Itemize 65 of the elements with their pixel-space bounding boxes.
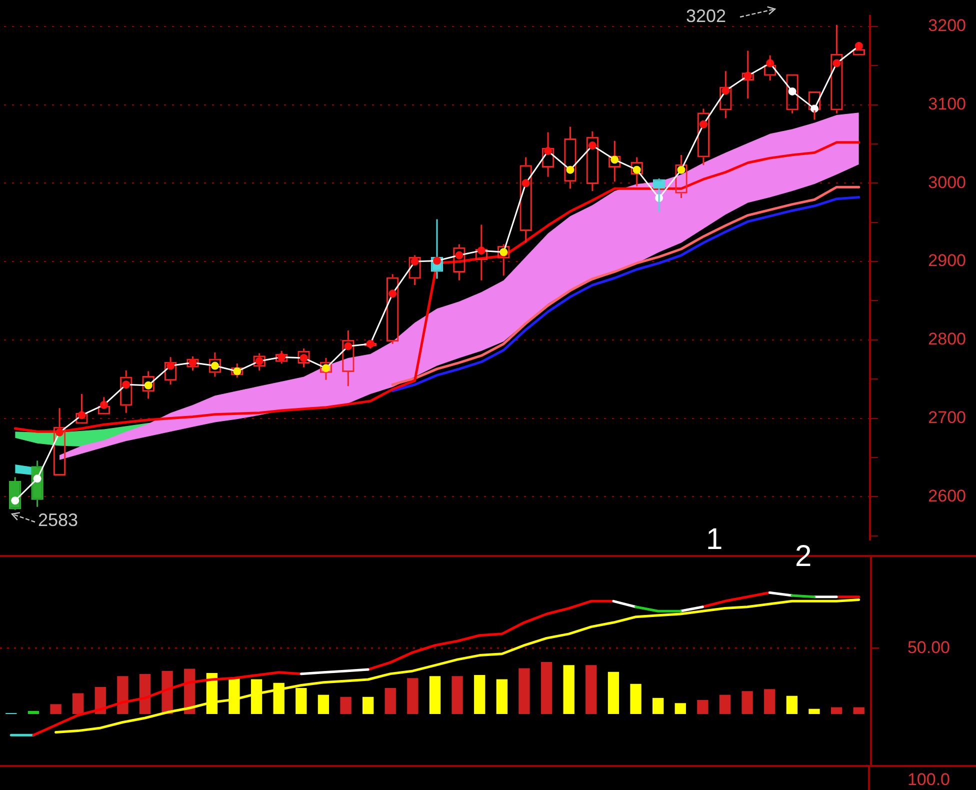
bar (853, 707, 864, 714)
bar (764, 689, 776, 714)
point (788, 87, 796, 96)
bar (452, 676, 463, 714)
bar (139, 674, 151, 714)
bar (273, 682, 284, 714)
point (455, 251, 464, 260)
bar (50, 704, 62, 714)
annotation: 2583 (38, 510, 78, 530)
point (588, 142, 596, 150)
bar (652, 698, 664, 714)
point (410, 258, 419, 266)
point (166, 362, 175, 370)
bar (117, 676, 128, 714)
y-tick-label: 2900 (928, 251, 966, 270)
bar (808, 708, 820, 714)
bar (630, 684, 642, 714)
bar (474, 675, 486, 714)
bar (742, 691, 753, 714)
y-tick-label: 2600 (928, 486, 966, 506)
bar (429, 676, 441, 714)
text: 50.00 (907, 638, 950, 657)
point (566, 166, 574, 174)
bar (719, 694, 731, 714)
bar (162, 670, 173, 714)
point (810, 104, 818, 113)
text: 100.0 (907, 770, 950, 789)
y-tick-label: 2700 (928, 408, 966, 427)
bar (830, 707, 842, 714)
bar (340, 696, 352, 714)
bar (296, 688, 307, 714)
bar (563, 665, 574, 714)
y-tick-label: 3200 (928, 16, 966, 36)
y-tick-label: 2800 (928, 330, 966, 349)
bar (318, 694, 330, 714)
point (388, 290, 397, 298)
bar (28, 710, 40, 714)
bar (697, 700, 708, 714)
point (832, 59, 841, 68)
y-tick-label: 3100 (928, 94, 966, 114)
y-tick-label: 3000 (928, 172, 966, 192)
bar (384, 688, 396, 714)
point (677, 166, 686, 174)
bar (496, 679, 508, 714)
bar (586, 665, 597, 714)
point (722, 86, 730, 95)
point (522, 179, 530, 188)
point (122, 380, 130, 389)
bar (518, 668, 530, 714)
point (56, 428, 64, 436)
bar (228, 678, 240, 714)
bar (72, 693, 84, 714)
bar (407, 678, 418, 714)
point (11, 496, 20, 505)
bar (540, 662, 552, 714)
annotation: 1 (706, 523, 723, 556)
point (699, 120, 708, 128)
point (344, 342, 352, 350)
bar (250, 679, 262, 714)
annotation: 3202 (686, 6, 726, 26)
bar (674, 703, 686, 714)
point (544, 147, 552, 156)
bar (608, 672, 620, 714)
bar (362, 696, 374, 714)
bar (786, 696, 798, 714)
